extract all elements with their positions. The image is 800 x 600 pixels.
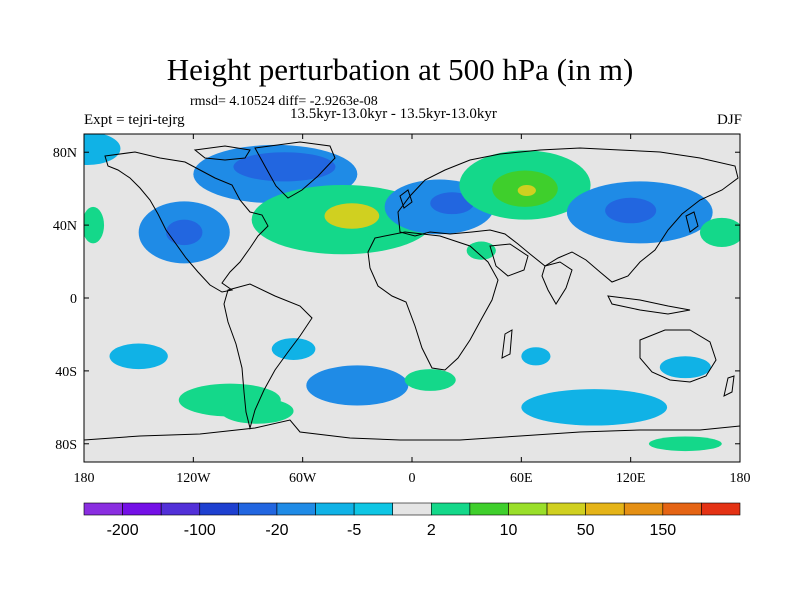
colorbar-label: 10 [500,522,518,539]
field-south-pacific-low [109,343,168,370]
colorbar-label: 150 [649,522,676,539]
coast-antarctica [84,419,740,441]
coast-japan [685,211,699,233]
colorbar-label: -100 [184,522,216,539]
colorbar-box [199,502,239,516]
field-australia-low [659,356,711,379]
colorbar-box [83,502,123,516]
coast-australia [639,329,717,383]
colorbar-label: 2 [427,522,436,539]
field-north-pacific-green [84,206,105,244]
coast-north-america [104,151,269,293]
period-line: 13.5kyr-13.0kyr - 13.5kyr-13.0kyr [290,106,497,122]
field-pacific-green [699,217,740,247]
lon-tick-label: 60E [510,471,533,486]
colorbar-box [430,502,471,516]
lon-tick-label: 0 [409,471,416,486]
coastlines [84,141,740,441]
colorbar-label: -5 [347,522,361,539]
coast-india [541,261,573,305]
lat-tick-label: 0 [70,292,77,307]
colorbar-box [585,502,625,516]
field-greenland-arctic-core [233,152,336,182]
field-arabia-green [466,241,496,260]
colorbar-box [623,502,664,516]
colorbar-label: -20 [265,522,288,539]
colorbar-box [315,502,355,516]
lat-tick-label: 80N [53,146,77,161]
colorbar-box [238,502,278,516]
colorbar-box [469,502,509,516]
coast-new-zealand [723,375,735,397]
lat-tick-label: 80S [55,438,77,453]
field-south-atlantic-low [306,365,409,406]
field-siberia-core [517,185,536,196]
coast-indonesia [607,295,691,315]
lon-tick-label: 120E [616,471,646,486]
season-label: DJF [716,112,742,128]
colorbar-box [276,502,316,516]
field-east-asia-core [605,197,657,224]
lon-tick-label: 180 [730,471,751,486]
field-antarctic-green [648,436,722,452]
colorbar-box [662,502,702,516]
coast-british-isles [399,189,413,209]
coast-eurasia [397,147,739,283]
colorbar: -200 -100 -20 -5 2 10 50 150 [83,502,741,539]
field-north-atlantic-core [324,203,380,229]
stats-line: rmsd= 4.10524 diff= -2.9263e-08 [190,94,378,109]
experiment-label: Expt = tejri-tejrg [84,112,185,128]
lon-tick-label: 120W [176,471,211,486]
field-southern-green-2 [220,398,294,424]
field-north-america-core [166,219,203,246]
field-south-america-low [271,338,316,360]
lat-tick-label: 40S [55,365,77,380]
colorbar-box [546,502,586,516]
field-indian-ocean-low [521,389,668,426]
coast-africa [367,231,499,371]
coast-madagascar [501,329,513,359]
coast-greenland [254,141,336,199]
coast-arctic-islands [193,145,251,161]
figure-title: Height perturbation at 500 hPa (in m) [166,52,634,87]
colorbar-box [508,502,548,516]
field-europe-core [430,192,474,215]
lon-tick-label: 60W [289,471,317,486]
coast-south-america [223,283,313,430]
field-south-indian-green [404,369,456,391]
colorbar-label: 50 [577,522,595,539]
field-indian-ocean-low-2 [521,347,551,366]
field-north-pacific-band [84,134,121,165]
colorbar-box [353,502,394,516]
axis-ticks: 180 120W 60W 0 60E 120E 180 80N 40N 0 40S 80S [53,134,751,486]
coast-arabia [489,243,529,277]
colorbar-box [701,502,741,516]
colorbar-box [392,502,432,516]
colorbar-box [122,502,162,516]
lat-tick-label: 40N [53,219,77,234]
colorbar-box [160,502,201,516]
lon-tick-label: 180 [74,471,95,486]
colorbar-label: -200 [107,522,139,539]
